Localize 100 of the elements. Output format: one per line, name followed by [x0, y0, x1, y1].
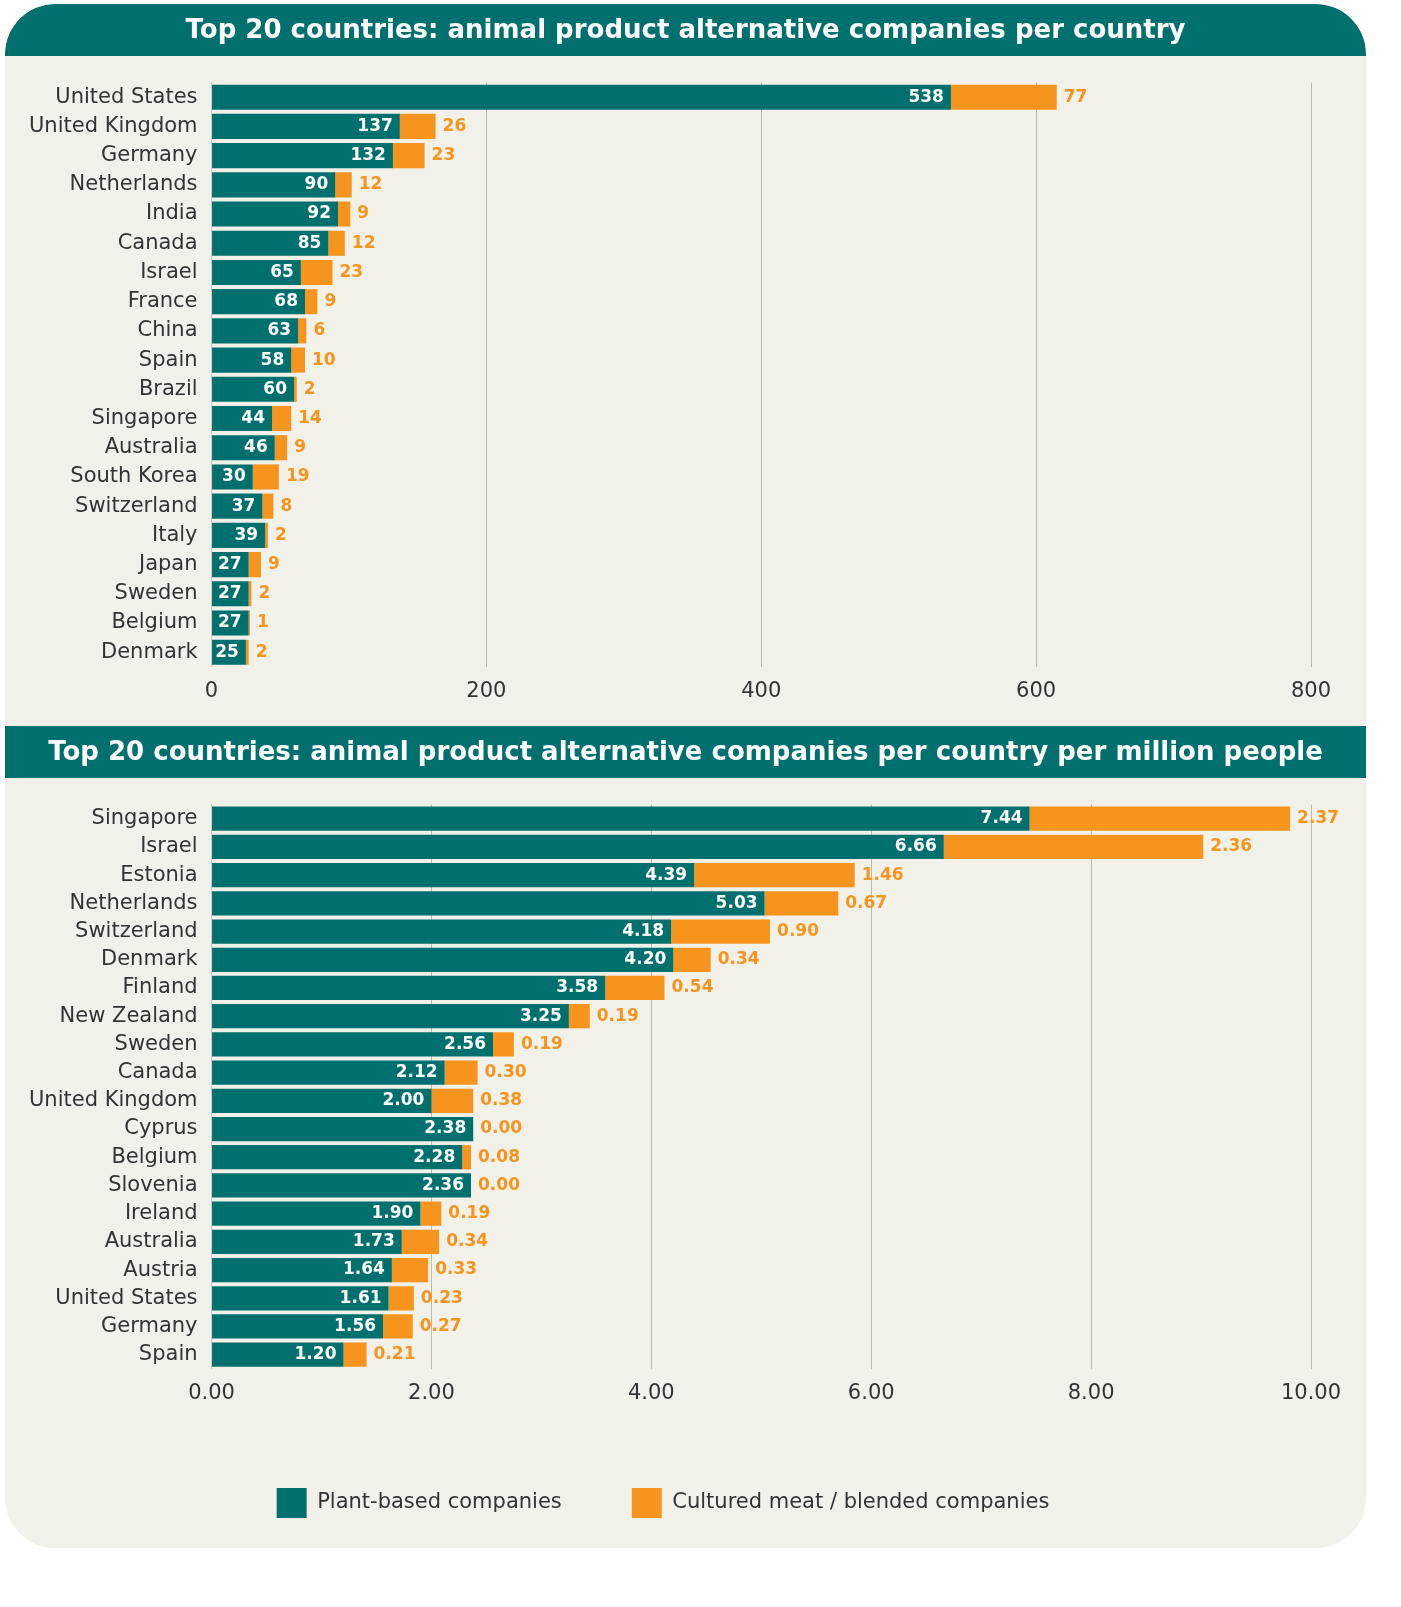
bar	[328, 230, 345, 256]
bar	[950, 84, 1057, 110]
data-label: 90	[304, 173, 329, 194]
x-tick-label: 0	[204, 677, 219, 702]
bar	[272, 405, 292, 432]
data-label: 9	[268, 552, 280, 573]
bar	[212, 318, 299, 344]
x-tick-label: 2.00	[408, 1379, 455, 1404]
data-label: 2.00	[382, 1089, 425, 1110]
data-label: 1.73	[352, 1230, 395, 1251]
y-tick-label: United States	[55, 83, 198, 108]
data-label: 2.38	[424, 1117, 467, 1138]
data-label: 60	[263, 377, 288, 398]
bar	[262, 493, 274, 519]
y-tick-label: Israel	[140, 258, 198, 283]
y-tick-label: Brazil	[138, 375, 198, 400]
data-label: 2.12	[395, 1061, 438, 1082]
data-label: 0.00	[478, 1173, 521, 1194]
bar	[212, 113, 400, 139]
y-tick-label: Germany	[101, 142, 198, 167]
y-tick-label: China	[137, 317, 198, 342]
bar	[392, 143, 425, 169]
bar	[212, 172, 336, 198]
bar	[493, 1032, 514, 1057]
bar	[391, 1257, 429, 1283]
x-tick-label: 10.00	[1280, 1379, 1342, 1404]
bar	[568, 1004, 590, 1029]
bar	[245, 639, 249, 665]
bar	[294, 376, 297, 402]
data-label: 0.23	[420, 1286, 463, 1307]
bar	[212, 1060, 445, 1085]
bar	[212, 1314, 384, 1339]
y-tick-label: Denmark	[101, 946, 199, 971]
data-label: 0.19	[448, 1202, 491, 1223]
data-label: 6	[313, 319, 326, 340]
data-label: 137	[357, 114, 393, 135]
bar	[399, 113, 436, 139]
bar	[212, 919, 672, 944]
bar	[462, 1145, 472, 1170]
data-label: 25	[215, 640, 239, 661]
data-label: 1.90	[371, 1202, 414, 1223]
bar	[212, 834, 944, 860]
bar	[764, 891, 839, 916]
x-tick-label: 8.00	[1067, 1379, 1115, 1404]
bar	[274, 435, 288, 461]
data-label: 0.19	[520, 1032, 563, 1053]
bar	[444, 1060, 478, 1085]
data-label: 2	[274, 523, 287, 544]
data-label: 0.21	[373, 1343, 416, 1364]
chart-title: Top 20 countries: animal product alternative companies per country	[5, 4, 1366, 56]
bar	[212, 289, 306, 315]
data-label: 4.18	[622, 919, 665, 940]
bar	[671, 919, 771, 944]
data-label: 5.03	[715, 891, 758, 912]
data-label: 2	[255, 640, 268, 661]
bar	[343, 1342, 367, 1367]
bar	[265, 522, 268, 548]
y-tick-label: Cyprus	[124, 1115, 198, 1140]
y-tick-label: Estonia	[120, 861, 198, 886]
data-label: 7.44	[980, 807, 1023, 828]
y-tick-label: New Zealand	[59, 1002, 198, 1027]
bar	[212, 1229, 402, 1254]
data-label: 132	[350, 144, 386, 165]
data-label: 10	[312, 348, 336, 369]
y-tick-label: Denmark	[101, 638, 199, 663]
y-tick-label: Italy	[151, 521, 198, 546]
bar	[212, 1145, 463, 1170]
bar	[673, 947, 711, 972]
y-tick-label: Germany	[101, 1312, 198, 1337]
y-tick-label: Japan	[136, 551, 198, 576]
data-label: 2.56	[444, 1032, 487, 1053]
x-tick-label: 400	[741, 677, 782, 702]
bar	[212, 143, 393, 169]
bar	[1029, 806, 1291, 831]
y-tick-label: United States	[55, 1284, 198, 1309]
x-tick-label: 600	[1016, 677, 1057, 702]
bar	[212, 84, 951, 110]
y-tick-label: Switzerland	[75, 492, 198, 517]
data-label: 0.34	[717, 948, 760, 969]
data-label: 0.08	[478, 1145, 520, 1166]
y-tick-label: Netherlands	[69, 171, 198, 196]
data-label: 0.19	[596, 1004, 639, 1025]
data-label: 65	[270, 260, 294, 281]
y-tick-label: Sweden	[114, 1030, 198, 1055]
bar	[291, 347, 306, 373]
data-label: 12	[351, 231, 376, 252]
y-tick-label: Australia	[104, 434, 198, 459]
bar	[388, 1286, 414, 1311]
x-tick-label: 200	[466, 677, 507, 702]
data-label: 6.66	[894, 835, 937, 856]
data-label: 4.39	[645, 863, 688, 884]
bar	[248, 552, 262, 578]
data-label: 2	[303, 377, 316, 398]
data-label: 2.37	[1297, 807, 1340, 828]
data-label: 37	[231, 494, 256, 515]
bar	[212, 975, 606, 1001]
data-label: 39	[234, 523, 259, 544]
bar	[431, 1088, 474, 1113]
data-label: 2	[258, 582, 271, 603]
bar	[335, 172, 352, 198]
